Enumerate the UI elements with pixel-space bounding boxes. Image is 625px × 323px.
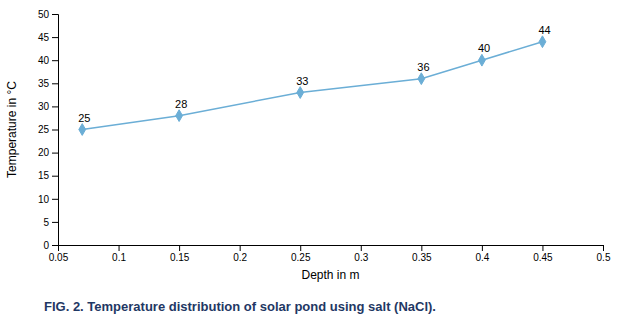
y-tick: 15 xyxy=(38,170,58,181)
y-tick-label: 25 xyxy=(38,124,50,135)
y-tick-mark xyxy=(52,60,58,61)
y-tick-mark xyxy=(52,130,58,131)
x-tick-mark xyxy=(482,245,483,251)
x-tick: 0.45 xyxy=(533,245,553,263)
y-tick: 35 xyxy=(38,78,58,89)
plot: 0.05 0.1 0.15 0.2 0.25 0.3 0.35 0.4 0.45 0.5 0 5 10 1… xyxy=(38,9,611,263)
point xyxy=(176,110,183,122)
y-tick: 50 xyxy=(38,9,58,20)
chart: 0.05 0.1 0.15 0.2 0.25 0.3 0.35 0.4 0.45 0.5 0 5 10 1… xyxy=(0,0,625,323)
x-axis-line xyxy=(59,246,604,252)
x-tick-mark xyxy=(119,245,120,251)
x-tick-label: 0.15 xyxy=(170,252,190,263)
line xyxy=(82,42,542,130)
y-tick-mark xyxy=(52,245,58,246)
caption: FIG. 2. Temperature distribution of sola… xyxy=(44,299,436,314)
y-axis: 0 5 10 15 20 25 30 35 40 45 50 xyxy=(38,9,59,251)
y-tick: 30 xyxy=(38,101,58,112)
data-label: 28 xyxy=(175,98,187,110)
y-tick-mark xyxy=(52,37,58,38)
point xyxy=(539,36,546,48)
x-tick-mark xyxy=(603,245,604,251)
y-tick-mark xyxy=(52,83,58,84)
y-tick-label: 35 xyxy=(38,78,50,89)
y-tick: 45 xyxy=(38,32,58,43)
y-tick-label: 45 xyxy=(38,32,50,43)
point xyxy=(418,73,425,85)
x-tick: 0.4 xyxy=(475,245,489,263)
x-tick: 0.5 xyxy=(597,245,611,263)
y-tick-label: 15 xyxy=(38,170,50,181)
x-tick: 0.35 xyxy=(412,245,432,263)
y-tick: 5 xyxy=(43,217,58,228)
y-tick-mark xyxy=(52,14,58,15)
y-tick: 10 xyxy=(38,194,58,205)
x-tick-label: 0.4 xyxy=(475,252,489,263)
x-tick-mark xyxy=(542,245,543,251)
x-tick: 0.2 xyxy=(233,245,247,263)
y-tick-mark xyxy=(52,199,58,200)
x-tick-label: 0.45 xyxy=(533,252,553,263)
x-tick-mark xyxy=(300,245,301,251)
y-tick: 20 xyxy=(38,147,58,158)
x-tick-mark xyxy=(361,245,362,251)
point xyxy=(478,54,485,66)
data-label: 44 xyxy=(538,24,550,36)
x-axis: 0.05 0.1 0.15 0.2 0.25 0.3 0.35 0.4 0.45 0.5 xyxy=(49,245,611,263)
y-tick-label: 30 xyxy=(38,101,50,112)
y-tick-label: 10 xyxy=(38,194,50,205)
y-tick-mark xyxy=(52,153,58,154)
y-tick: 40 xyxy=(38,55,58,66)
data-labels: 25 28 33 36 40 44 xyxy=(78,24,550,124)
x-tick-mark xyxy=(421,245,422,251)
y-tick-label: 0 xyxy=(43,240,49,251)
x-tick: 0.1 xyxy=(112,245,126,263)
y-tick: 25 xyxy=(38,124,58,135)
data-label: 25 xyxy=(78,112,90,124)
x-tick-mark xyxy=(240,245,241,251)
x-tick-label: 0.25 xyxy=(291,252,311,263)
y-axis-title: Temperature in °C xyxy=(5,81,19,178)
y-tick: 0 xyxy=(43,240,58,251)
x-tick: 0.3 xyxy=(354,245,368,263)
x-tick-label: 0.05 xyxy=(49,252,69,263)
x-tick-mark xyxy=(179,245,180,251)
marks xyxy=(79,36,546,136)
x-tick: 0.25 xyxy=(291,245,311,263)
y-tick-label: 50 xyxy=(38,9,50,20)
x-tick: 0.15 xyxy=(170,245,190,263)
y-tick-mark xyxy=(52,222,58,223)
x-tick-label: 0.5 xyxy=(597,252,611,263)
point xyxy=(297,87,304,99)
x-tick-label: 0.3 xyxy=(354,252,368,263)
data-label: 33 xyxy=(296,75,308,87)
data-label: 40 xyxy=(478,42,490,54)
x-tick: 0.05 xyxy=(49,245,69,263)
y-tick-label: 5 xyxy=(43,217,49,228)
x-tick-label: 0.2 xyxy=(233,252,247,263)
data-label: 36 xyxy=(417,61,429,73)
y-tick-label: 40 xyxy=(38,55,50,66)
y-tick-label: 20 xyxy=(38,147,50,158)
y-axis-line xyxy=(52,15,59,246)
x-axis-title: Depth in m xyxy=(301,268,359,282)
point xyxy=(79,124,86,136)
x-tick-label: 0.1 xyxy=(112,252,126,263)
x-tick-label: 0.35 xyxy=(412,252,432,263)
y-tick-mark xyxy=(52,106,58,107)
y-tick-mark xyxy=(52,176,58,177)
